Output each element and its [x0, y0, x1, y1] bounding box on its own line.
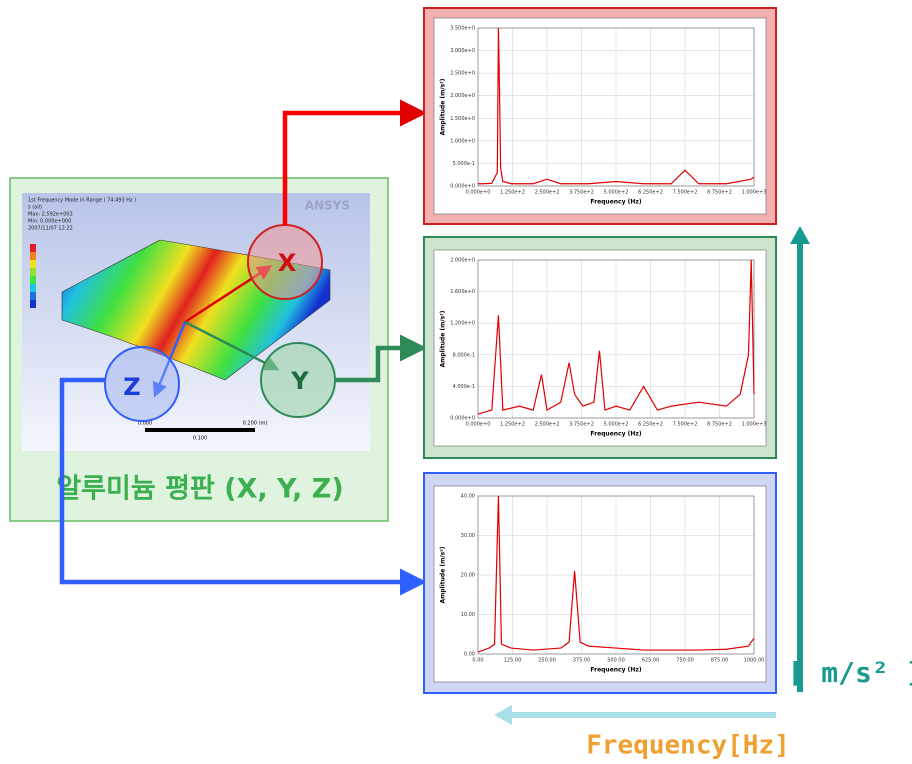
scale-label: 0.200 (m)	[243, 421, 268, 427]
x-tick-label: 375.00	[573, 658, 591, 664]
x-tick-label: 7.500e+2	[673, 190, 698, 196]
y-axis-label: Amplitude (m/s²)	[440, 546, 447, 603]
x-tick-label: 6.250e+2	[638, 422, 663, 428]
y-tick-label: 3.000e+0	[450, 48, 475, 54]
x-tick-label: 8.750e+2	[707, 190, 732, 196]
y-tick-label: 1.200e+0	[450, 321, 475, 327]
model-title: 알루미늄 평판 (X, Y, Z)	[56, 474, 343, 505]
header-line: 2007/11/07 12:22	[28, 226, 73, 232]
x-tick-label: 0.00	[472, 658, 483, 664]
x-tick-label: 250.00	[538, 658, 556, 664]
scale-label: 0.100	[193, 436, 207, 442]
y-tick-label: 8.000e-1	[453, 352, 475, 358]
x-tick-label: 0.000e+0	[466, 422, 491, 428]
frequency-arrowhead	[494, 705, 512, 725]
z-circle	[105, 347, 179, 421]
amplitude-arrowhead	[790, 226, 810, 244]
x-tick-label: 625.00	[642, 658, 660, 664]
chart-frame	[434, 486, 766, 682]
body: 1st Frequency Mode In Range ( 74.493 Hz …	[0, 0, 912, 764]
x-tick-label: 6.250e+2	[638, 190, 663, 196]
y-axis-label: Amplitude (m/s²)	[440, 310, 447, 367]
x-axis-label: Frequency (Hz)	[590, 431, 641, 438]
y-tick-label: 1.500e+0	[450, 116, 475, 122]
chart-frame	[434, 250, 766, 446]
x-tick-label: 1.250e+2	[500, 422, 525, 428]
x-tick-label: 8.750e+2	[707, 422, 732, 428]
chart-frame	[434, 18, 766, 214]
y-tick-label: 2.000e+0	[450, 258, 475, 264]
x-label: X	[278, 249, 297, 277]
y-tick-label: 40.00	[461, 494, 475, 500]
x-tick-label: 7.500e+2	[673, 422, 698, 428]
header-line: Min: 0.000e+000	[28, 219, 71, 225]
x-tick-label: 5.000e+2	[604, 422, 629, 428]
diagram: 1st Frequency Mode In Range ( 74.493 Hz …	[0, 0, 912, 764]
x-tick-label: 3.750e+2	[569, 190, 594, 196]
x-tick-label: 3.750e+2	[569, 422, 594, 428]
y-tick-label: 10.00	[461, 612, 475, 618]
x-axis-label: Frequency (Hz)	[590, 199, 641, 206]
y-tick-label: 30.00	[461, 533, 475, 539]
y-label: Y	[290, 367, 309, 395]
amplitude-label: [ m/s² ]	[788, 656, 912, 689]
x-tick-label: 1.000e+3	[742, 422, 767, 428]
x-axis-label: Frequency (Hz)	[590, 667, 641, 674]
x-tick-label: 875.00	[711, 658, 729, 664]
x-tick-label: 750.00	[676, 658, 694, 664]
y-tick-label: 3.500e+0	[450, 26, 475, 32]
x-tick-label: 1.250e+2	[500, 190, 525, 196]
x-tick-label: 125.00	[504, 658, 522, 664]
x-tick-label: 2.500e+2	[535, 422, 560, 428]
y-tick-label: 20.00	[461, 573, 475, 579]
y-tick-label: 2.500e+0	[450, 71, 475, 77]
x-tick-label: 2.500e+2	[535, 190, 560, 196]
scale-bar	[145, 428, 255, 432]
x-tick-label: 1000.00	[744, 658, 765, 664]
y-tick-label: 5.000e-1	[453, 161, 475, 167]
x-tick-label: 5.000e+2	[604, 190, 629, 196]
frequency-label: Frequency[Hz]	[586, 731, 790, 761]
y-tick-label: 1.000e+0	[450, 138, 475, 144]
page: Vibration diagram {"model": { "header_li…	[0, 0, 912, 764]
header-line: Max: 2.592e+003	[28, 212, 73, 218]
z-label: Z	[123, 373, 140, 401]
y-tick-label: 4.000e-1	[453, 384, 475, 390]
x-tick-label: 0.000e+0	[466, 190, 491, 196]
header-line: s (all)	[28, 205, 42, 211]
y-tick-label: 2.000e+0	[450, 93, 475, 99]
x-tick-label: 500.00	[607, 658, 625, 664]
x-tick-label: 1.000e+3	[742, 190, 767, 196]
y-axis-label: Amplitude (m/s²)	[440, 78, 447, 135]
header-line: 1st Frequency Mode In Range ( 74.493 Hz …	[28, 198, 136, 204]
color-legend	[30, 244, 36, 308]
watermark: ANSYS	[305, 199, 350, 213]
y-tick-label: 1.600e+0	[450, 289, 475, 295]
